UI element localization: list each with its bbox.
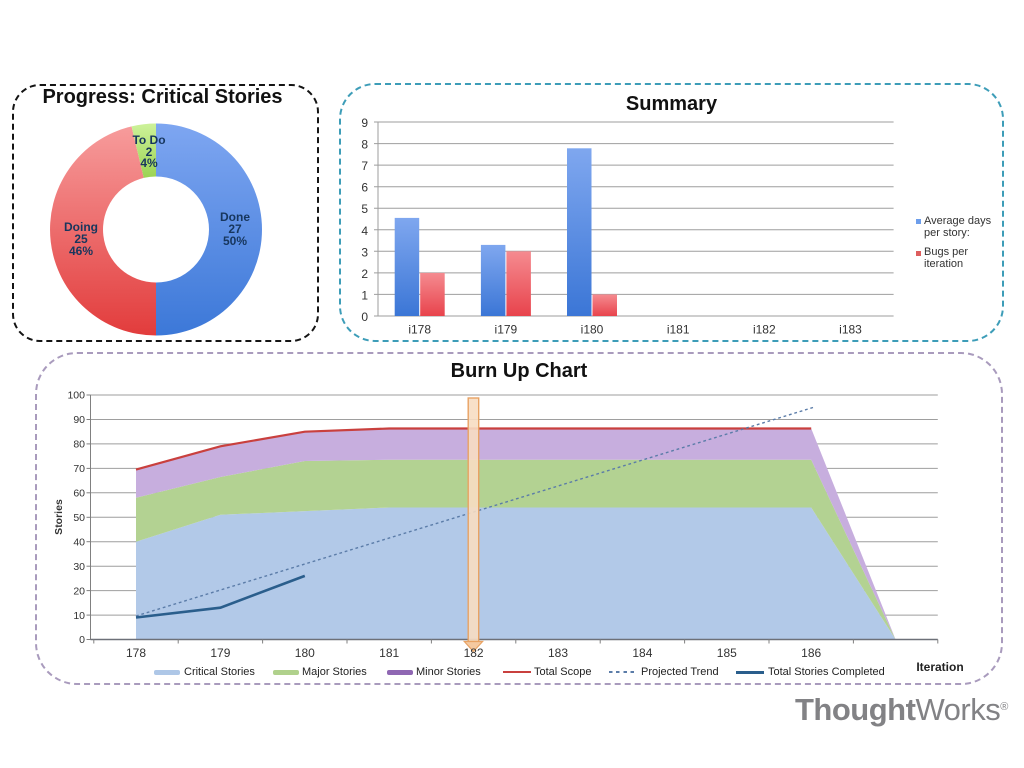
- svg-text:179: 179: [210, 646, 230, 660]
- svg-text:80: 80: [73, 439, 85, 451]
- svg-text:185: 185: [717, 646, 737, 660]
- svg-text:8: 8: [361, 138, 368, 152]
- svg-text:i178: i178: [408, 323, 431, 337]
- svg-text:184: 184: [632, 646, 652, 660]
- svg-text:180: 180: [295, 646, 315, 660]
- svg-text:2: 2: [361, 267, 368, 281]
- svg-text:0: 0: [79, 634, 85, 646]
- svg-text:4: 4: [361, 224, 368, 238]
- svg-text:i179: i179: [495, 323, 518, 337]
- svg-text:Stories: Stories: [53, 499, 65, 535]
- svg-text:30: 30: [73, 561, 85, 573]
- svg-text:i183: i183: [839, 323, 862, 337]
- svg-text:178: 178: [126, 646, 146, 660]
- svg-text:50: 50: [73, 512, 85, 524]
- svg-text:7: 7: [361, 159, 368, 173]
- svg-text:10: 10: [73, 610, 85, 622]
- svg-text:182: 182: [464, 646, 484, 660]
- svg-text:6: 6: [361, 181, 368, 195]
- svg-text:i181: i181: [667, 323, 690, 337]
- svg-text:100: 100: [67, 390, 85, 402]
- svg-text:186: 186: [801, 646, 821, 660]
- svg-text:1: 1: [361, 288, 368, 302]
- svg-text:9: 9: [361, 116, 368, 130]
- svg-text:60: 60: [73, 488, 85, 500]
- svg-text:5: 5: [361, 202, 368, 216]
- svg-text:70: 70: [73, 463, 85, 475]
- svg-text:40: 40: [73, 536, 85, 548]
- svg-text:i180: i180: [581, 323, 604, 337]
- svg-text:90: 90: [73, 414, 85, 426]
- svg-text:0: 0: [361, 310, 368, 324]
- svg-text:i182: i182: [753, 323, 776, 337]
- svg-text:20: 20: [73, 585, 85, 597]
- svg-text:Iteration: Iteration: [916, 660, 963, 674]
- svg-text:3: 3: [361, 245, 368, 259]
- svg-text:181: 181: [379, 646, 399, 660]
- svg-text:183: 183: [548, 646, 568, 660]
